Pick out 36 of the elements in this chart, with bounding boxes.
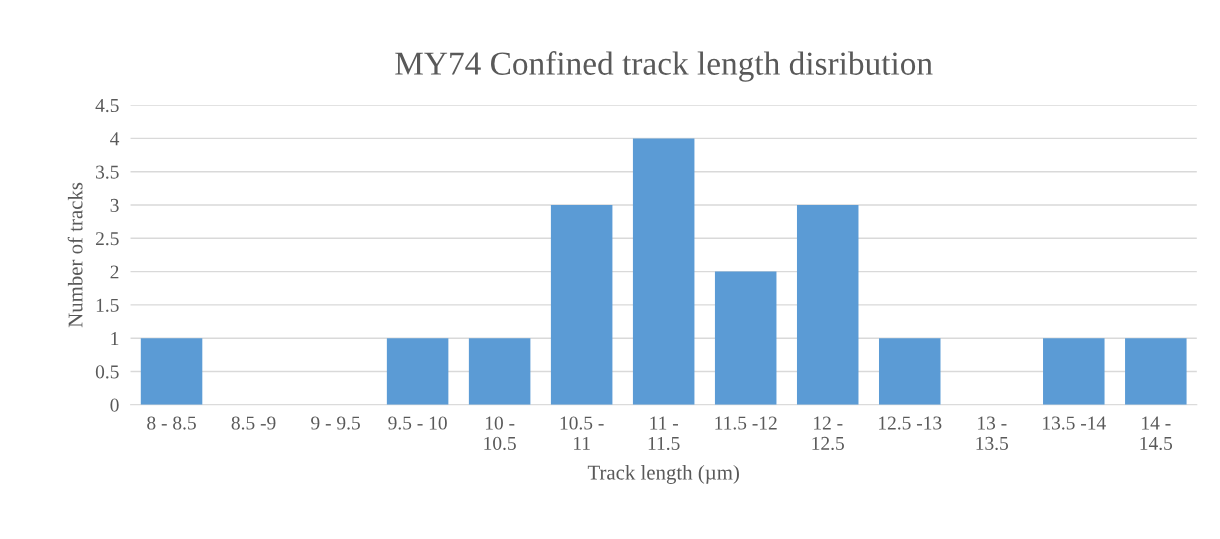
x-tick-label: 8 - 8.5 [147, 416, 196, 430]
x-tick-label: 13 - 13.5 [976, 416, 1009, 450]
x-tick-label: 9 - 9.5 [311, 416, 360, 430]
y-tick-label: 2 [110, 265, 119, 279]
bar [714, 271, 777, 405]
x-axis-title: Track length (µm) [587, 464, 739, 484]
y-tick-label: 4 [110, 132, 120, 146]
bar [1043, 338, 1105, 405]
bar [386, 338, 449, 405]
y-tick-label: 3 [110, 198, 119, 212]
x-tick-label: 8.5 -9 [231, 416, 276, 430]
bar [550, 205, 613, 405]
y-tick-label: 1.5 [96, 298, 119, 312]
x-tick-label: 10 - 10.5 [484, 416, 516, 450]
x-tick-label: 9.5 - 10 [388, 416, 447, 430]
y-tick-label: 3.5 [96, 165, 119, 179]
bar [878, 338, 941, 405]
x-tick-label: 11 - 11.5 [648, 416, 680, 450]
x-tick-label: 11.5 -12 [715, 416, 777, 430]
x-tick-label: 12 - 12.5 [812, 416, 844, 450]
y-tick-label: 1 [111, 332, 119, 345]
x-tick-label: 14 - 14.5 [1140, 416, 1173, 450]
chart-title: MY74 Confined track length disribution [395, 51, 933, 82]
bar [796, 205, 859, 405]
y-tick-label: 0 [110, 398, 119, 412]
bar [140, 338, 203, 405]
x-tick-label: 10.5 - 11 [560, 416, 604, 450]
y-axis-title: Number of tracks [67, 182, 83, 328]
bar [1125, 338, 1187, 405]
bar [468, 338, 531, 405]
x-tick-label: 13.5 -14 [1043, 416, 1106, 430]
y-tick-label: 0.5 [95, 365, 119, 379]
x-tick-label: 12.5 -13 [879, 416, 942, 430]
y-tick-label: 2.5 [95, 232, 119, 246]
bar [632, 138, 695, 405]
y-tick-label: 4.5 [95, 99, 119, 113]
